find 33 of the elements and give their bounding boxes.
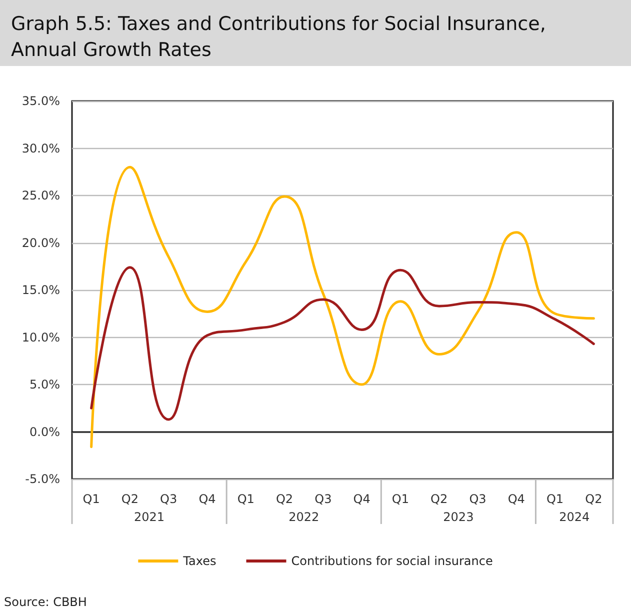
legend-label: Taxes: [182, 554, 216, 568]
text: 2023: [443, 510, 474, 524]
x-tick-label: Q3: [314, 492, 332, 506]
legend-label: Contributions for social insurance: [291, 554, 493, 568]
y-tick-label: 10.0%: [22, 330, 60, 344]
y-tick-label: 15.0%: [22, 283, 60, 297]
y-tick-label: 30.0%: [22, 141, 60, 156]
x-tick-label: Q3: [469, 492, 486, 506]
x-tick-label: Q1: [237, 492, 254, 506]
y-tick-label: 5.0%: [30, 378, 60, 392]
x-tick-label: Q2: [121, 492, 139, 506]
line-series: [90, 166, 595, 448]
y-tick-label: 35.0%: [22, 94, 60, 108]
text: 2021: [134, 510, 165, 524]
y-tick-label: 25.0%: [22, 188, 60, 202]
text: 2024: [559, 510, 590, 524]
x-tick-label: Q2: [276, 492, 294, 506]
y-tick-label: 20.0%: [22, 236, 60, 250]
x-tick-label: Q4: [508, 492, 525, 506]
y-tick-label: -5.0%: [25, 472, 60, 486]
chart-title: Graph 5.5: Taxes and Contributions for Social Insurance, Annual Growth Rates: [11, 13, 552, 61]
x-tick-label: Q2: [430, 492, 448, 506]
x-tick-label: Q1: [546, 492, 564, 506]
source-note: Source: CBBH: [4, 595, 87, 609]
x-tick-label: Q4: [198, 492, 216, 506]
x-tick-label: Q1: [392, 492, 410, 506]
x-tick-label: Q4: [353, 492, 370, 506]
x-tick-label: Q3: [160, 492, 178, 506]
y-tick-label: 0.0%: [30, 424, 60, 439]
x-tick-label: Q2: [585, 492, 602, 506]
text: 2022: [288, 510, 320, 524]
x-tick-label: Q1: [82, 492, 100, 506]
line-series: [90, 266, 595, 421]
